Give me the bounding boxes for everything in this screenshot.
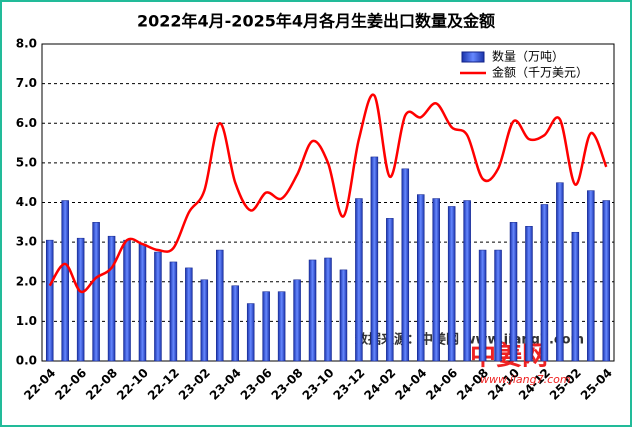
bar: [154, 251, 162, 362]
y-tick-label: 6.0: [16, 116, 37, 130]
bar: [509, 222, 518, 362]
bar: [324, 257, 332, 362]
y-tick-label: 4.0: [16, 195, 37, 209]
bar: [107, 235, 116, 362]
bar: [169, 261, 178, 362]
bar: [76, 237, 85, 362]
y-tick-label: 3.0: [16, 235, 37, 249]
bar: [432, 198, 440, 362]
bar: [200, 279, 209, 362]
bar: [138, 243, 147, 362]
bar: [277, 291, 286, 362]
bar: [494, 249, 502, 362]
y-tick-label: 0.0: [16, 354, 37, 368]
bar: [370, 156, 379, 362]
y-tick-label: 5.0: [16, 155, 37, 169]
legend-label: 数量（万吨）: [492, 49, 564, 64]
bar: [602, 200, 611, 362]
bar: [61, 200, 69, 362]
bar: [417, 194, 425, 362]
bar: [540, 204, 549, 362]
bar: [401, 168, 410, 362]
y-tick-label: 7.0: [16, 76, 37, 90]
bar: [355, 198, 363, 362]
bar: [571, 231, 580, 362]
y-tick-label: 1.0: [16, 314, 37, 328]
bar: [123, 239, 131, 362]
bar: [447, 206, 456, 362]
logo-url: www.jiang7.com: [480, 373, 571, 386]
bar: [386, 218, 394, 362]
legend-swatch: [461, 51, 485, 63]
bar: [92, 222, 100, 362]
bar: [525, 226, 533, 362]
chart-title: 2022年4月-2025年4月各月生姜出口数量及金额: [137, 12, 495, 31]
bar: [45, 239, 54, 362]
bar: [216, 249, 224, 362]
bar: [463, 200, 471, 362]
bar: [246, 303, 255, 362]
bar: [308, 259, 317, 362]
bar: [231, 285, 239, 362]
bar: [262, 291, 270, 362]
bar: [478, 249, 487, 362]
legend-label: 金额（千万美元）: [492, 65, 588, 80]
y-tick-label: 2.0: [16, 274, 37, 288]
bar: [293, 279, 301, 362]
bar: [185, 267, 193, 362]
bar: [556, 182, 564, 362]
y-tick-label: 8.0: [16, 37, 37, 51]
bar: [339, 269, 348, 362]
line: [48, 93, 608, 294]
bar: [587, 190, 595, 362]
